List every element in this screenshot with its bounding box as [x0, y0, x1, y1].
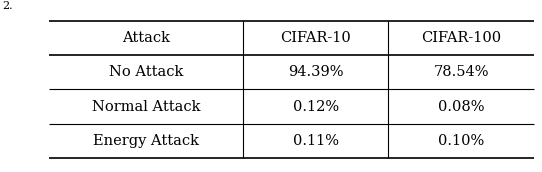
Text: 0.12%: 0.12%	[293, 100, 339, 114]
Text: 78.54%: 78.54%	[434, 65, 489, 79]
Text: Attack: Attack	[122, 31, 170, 45]
Text: Normal Attack: Normal Attack	[92, 100, 200, 114]
Text: 0.08%: 0.08%	[438, 100, 485, 114]
Text: 2.: 2.	[3, 1, 14, 11]
Text: CIFAR-100: CIFAR-100	[421, 31, 501, 45]
Text: 0.10%: 0.10%	[438, 134, 484, 148]
Text: Energy Attack: Energy Attack	[93, 134, 199, 148]
Text: 94.39%: 94.39%	[288, 65, 343, 79]
Text: No Attack: No Attack	[108, 65, 183, 79]
Text: 0.11%: 0.11%	[293, 134, 339, 148]
Text: CIFAR-10: CIFAR-10	[280, 31, 351, 45]
